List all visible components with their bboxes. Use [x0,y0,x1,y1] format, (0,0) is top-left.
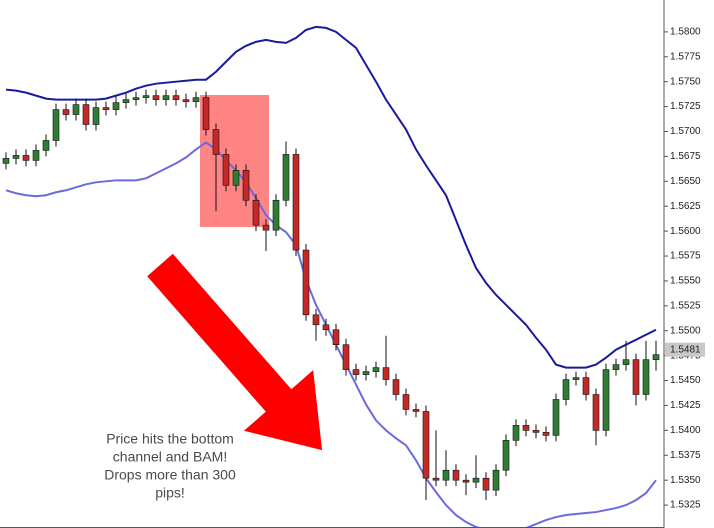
candle-body [652,354,660,360]
candle-body [452,469,460,481]
candle-body [382,367,390,380]
y-tick-label: 1.5750 [670,76,701,87]
band-line [5,141,657,528]
candle-body [92,107,100,125]
candle-body [412,409,420,412]
y-tick-label: 1.5700 [670,126,701,137]
candle-body [22,155,30,161]
annotation-line: Drops more than 300 [104,467,236,483]
candle-body [392,379,400,395]
candle-body [362,371,370,375]
candle-body [462,479,470,483]
plot-area [2,25,660,528]
candle-body [302,249,310,316]
candle-body [82,104,90,125]
candle-body [102,107,110,110]
annotation-line: Price hits the bottom [106,431,234,447]
candle-body [222,154,230,186]
candle-body [182,99,190,102]
candle-body [192,97,200,102]
candle-body [32,150,40,161]
candle-body [122,99,130,103]
candle-body [212,129,220,155]
annotation-line: channel and BAM! [113,449,227,465]
candle-body [332,329,340,345]
y-tick-label: 1.5775 [670,51,701,62]
candle-body [242,170,250,201]
candle-body [352,369,360,375]
y-tick-label: 1.5675 [670,151,701,162]
candle-body [272,199,280,231]
candle-body [612,364,620,370]
candle-body [142,95,150,98]
y-tick-label: 1.5425 [670,400,701,411]
y-tick-label: 1.5600 [670,226,701,237]
candle-body [422,411,430,479]
candle-body [52,109,60,141]
candle-body [232,170,240,186]
candle-body [632,359,640,395]
candle-body [562,379,570,400]
candle-body [592,394,600,431]
candle-body [152,95,160,100]
y-tick-label: 1.5725 [670,101,701,112]
candle-body [62,109,70,115]
candle-body [572,377,580,380]
y-tick-label: 1.5375 [670,450,701,461]
candle-body [542,432,550,436]
candle-body [432,477,440,481]
candle-body [342,344,350,370]
last-price-label: 1.5481 [670,344,701,355]
candle-body [322,324,330,331]
candle-body [622,359,630,365]
y-tick-label: 1.5525 [670,300,701,311]
candle-body [2,158,10,164]
candle-body [482,477,490,491]
y-tick-label: 1.5450 [670,375,701,386]
last-price-tag [665,342,705,357]
candle-body [292,154,300,251]
candle-body [372,367,380,372]
candle-body [262,224,270,231]
y-tick-label: 1.5650 [670,176,701,187]
candle-body [112,102,120,110]
candle-body [72,104,80,115]
candle-body [502,440,510,471]
y-tick-label: 1.5500 [670,325,701,336]
candle-body [282,154,290,201]
candle-body [202,97,210,130]
y-tick-label: 1.5400 [670,425,701,436]
candle-body [512,425,520,441]
candle-body [642,359,650,395]
candle-body [132,97,140,100]
candle-body [532,430,540,433]
y-tick-label: 1.5625 [670,201,701,212]
y-tick-label: 1.5550 [670,276,701,287]
band-line [5,25,657,369]
candle-body [162,95,170,100]
arrow [147,253,323,451]
y-tick-label: 1.5325 [670,500,701,511]
candle-body [42,140,50,151]
y-tick-label: 1.5350 [670,475,701,486]
candle-body [12,155,20,159]
candle-body [402,394,410,410]
candle-body [602,369,610,431]
annotation-line: pips! [155,485,185,501]
candle-body [472,477,480,483]
y-tick-label: 1.5800 [670,27,701,38]
candle-body [312,314,320,326]
candle-body [522,425,530,431]
candle-body [582,377,590,395]
y-tick-label: 1.5575 [670,251,701,262]
candle-body [552,399,560,436]
candle-body [492,469,500,491]
candle-body [442,469,450,481]
candle-body [172,95,180,100]
candle-body [252,199,260,226]
y-axis-ticks: 1.5325 1.5350 1.5375 1.5400 1.5425 1.5450 1.54… [664,27,705,511]
